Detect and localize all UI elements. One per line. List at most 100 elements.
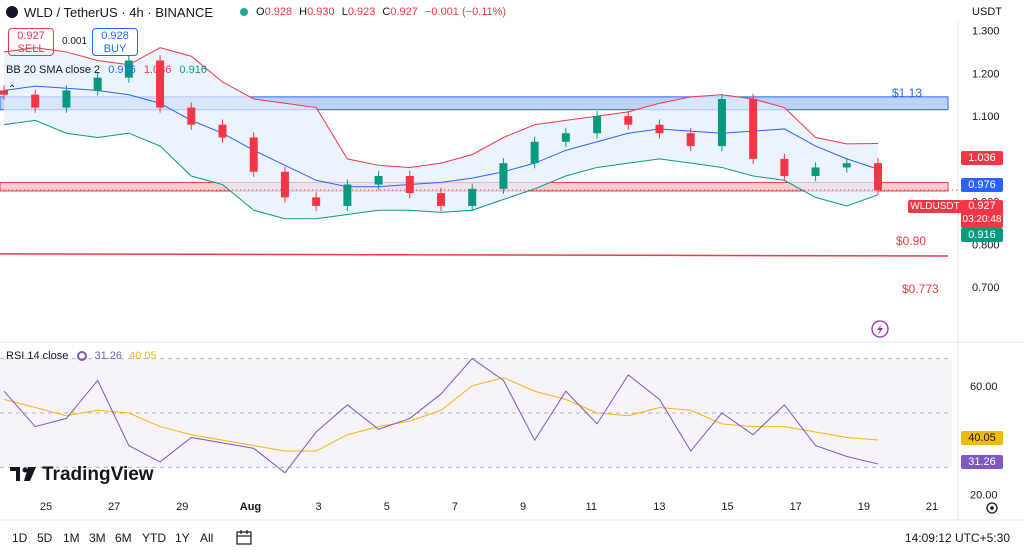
range-1d[interactable]: 1D (12, 531, 28, 545)
candle-body-19 (593, 116, 602, 134)
range-ytd[interactable]: YTD (142, 531, 166, 545)
tradingview-logo[interactable]: TradingView (10, 464, 154, 486)
candle-body-22 (686, 133, 695, 147)
rsi-axis-tick-1: 20.00 (970, 490, 998, 502)
candle-body-5 (156, 60, 165, 108)
range-all[interactable]: All (200, 531, 214, 545)
time-axis-tick-4: 3 (316, 501, 322, 513)
bb-basis-line (3, 85, 879, 188)
last-price-value: 0.927 (968, 200, 996, 212)
time-axis-tick-9: 13 (653, 501, 665, 513)
range-6m[interactable]: 6M (115, 531, 132, 545)
buy-button[interactable]: 0.928 BUY (92, 28, 138, 56)
candle-body-1 (31, 94, 40, 108)
candle-body-21 (655, 124, 664, 134)
currency-label[interactable]: USDT (972, 6, 1002, 18)
time-axis-tick-0: 25 (40, 501, 52, 513)
time-axis-tick-12: 19 (858, 501, 870, 513)
bb-legend-label: BB 20 SMA close 2 (6, 64, 101, 76)
bb-basis-value: 0.976 (108, 64, 136, 76)
candle-body-16 (499, 163, 508, 189)
low-label: L (341, 6, 348, 18)
rsi-ma-tag: 40.05 (961, 431, 1003, 445)
range-1y[interactable]: 1Y (175, 531, 190, 545)
range-5d[interactable]: 5D (37, 531, 53, 545)
candle-body-8 (249, 137, 258, 172)
countdown-value: 03:20:48 (962, 214, 1002, 225)
collapse-legend-icon[interactable]: ⌃ (8, 84, 17, 95)
time-axis-tick-11: 17 (790, 501, 802, 513)
rsi-axis-tick-0: 60.00 (970, 381, 998, 393)
upper-band-tag: 1.036 (961, 151, 1003, 165)
candle-body-0 (0, 90, 8, 95)
close-value: 0.927 (390, 6, 418, 18)
price-axis-tick-0: 1.300 (972, 26, 1000, 38)
change-value: −0.001 (−0.11%) (424, 6, 507, 18)
symbol-tag: WLDUSDT (908, 200, 962, 213)
candle-body-2 (62, 90, 71, 108)
range-1m[interactable]: 1M (63, 531, 80, 545)
price-axis-tick-2: 1.100 (972, 111, 1000, 123)
high-label: H (299, 6, 308, 18)
bb-lower-line (3, 119, 879, 220)
market-status-icon (240, 8, 248, 16)
buy-label: BUY (103, 43, 127, 55)
sell-price: 0.927 (17, 30, 45, 42)
candle-body-26 (811, 167, 820, 176)
candle-body-20 (624, 116, 633, 125)
rsi-line (3, 357, 879, 474)
rsi-legend[interactable]: RSI 14 close 31.26 40.05 (6, 350, 157, 362)
rsi-indicator-icon (77, 351, 88, 361)
sell-button[interactable]: 0.927 SELL (8, 28, 54, 56)
symbol-title[interactable]: WLD / TetherUS · 4h · BINANCE (24, 5, 214, 20)
open-label: O (256, 6, 265, 18)
bb-upper-line (3, 47, 879, 168)
rsi-ma-line (3, 377, 879, 452)
support-line (0, 253, 949, 257)
time-axis-tick-13: 21 (926, 501, 938, 513)
open-value: 0.928 (264, 6, 293, 18)
rsi-ma-value: 40.05 (129, 350, 157, 362)
alert-lightning-icon[interactable] (871, 320, 889, 338)
price-axis-tick-6: 0.700 (972, 282, 1000, 294)
candle-body-11 (343, 184, 352, 206)
time-axis-tick-6: 7 (452, 501, 458, 513)
lower-band-tag: 0.916 (961, 228, 1003, 242)
lightning-glyph (877, 324, 883, 335)
time-axis-tick-2: 29 (176, 501, 188, 513)
time-axis-tick-5: 5 (384, 501, 390, 513)
symbol-logo-icon (6, 6, 18, 18)
candle-body-25 (780, 158, 789, 176)
last-price-tag: 0.927 03:20:48 (961, 200, 1003, 228)
time-axis-tick-1: 27 (108, 501, 120, 513)
candle-body-15 (468, 188, 477, 206)
resistance-zone-label: $1.13 (892, 86, 922, 100)
candle-body-17 (530, 141, 539, 164)
high-value: 0.930 (307, 6, 335, 18)
rsi-value: 31.26 (94, 350, 123, 362)
goto-date-calendar-icon[interactable] (236, 529, 252, 545)
candle-body-7 (218, 124, 227, 138)
chart-header: WLD / TetherUS · 4h · BINANCE O0.928 H0.… (0, 0, 1024, 24)
bb-legend[interactable]: BB 20 SMA close 2 0.976 1.036 0.916 (6, 64, 207, 76)
candle-body-6 (187, 107, 196, 125)
time-axis-tick-8: 11 (586, 501, 597, 513)
timezone-clock[interactable]: 14:09:12 UTC+5:30 (904, 531, 1010, 545)
ohlc-readout: O0.928 H0.930 L0.923 C0.927 −0.001 (−0.1… (256, 6, 510, 18)
support-line-label: $0.773 (902, 282, 939, 296)
sell-label: SELL (17, 43, 45, 55)
tradingview-logo-icon (10, 465, 36, 481)
bollinger-band-fill (4, 47, 878, 219)
settings-gear-icon[interactable] (984, 500, 1000, 516)
range-3m[interactable]: 3M (89, 531, 106, 545)
candle-body-4 (124, 60, 133, 78)
candle-body-14 (437, 193, 445, 206)
candle-body-28 (874, 163, 882, 191)
basis-tag: 0.976 (961, 178, 1003, 192)
candle-body-10 (312, 197, 321, 206)
spread-value: 0.001 (62, 36, 88, 47)
buy-price: 0.928 (101, 30, 129, 42)
price-axis-tick-5: 0.800 (972, 239, 1000, 251)
